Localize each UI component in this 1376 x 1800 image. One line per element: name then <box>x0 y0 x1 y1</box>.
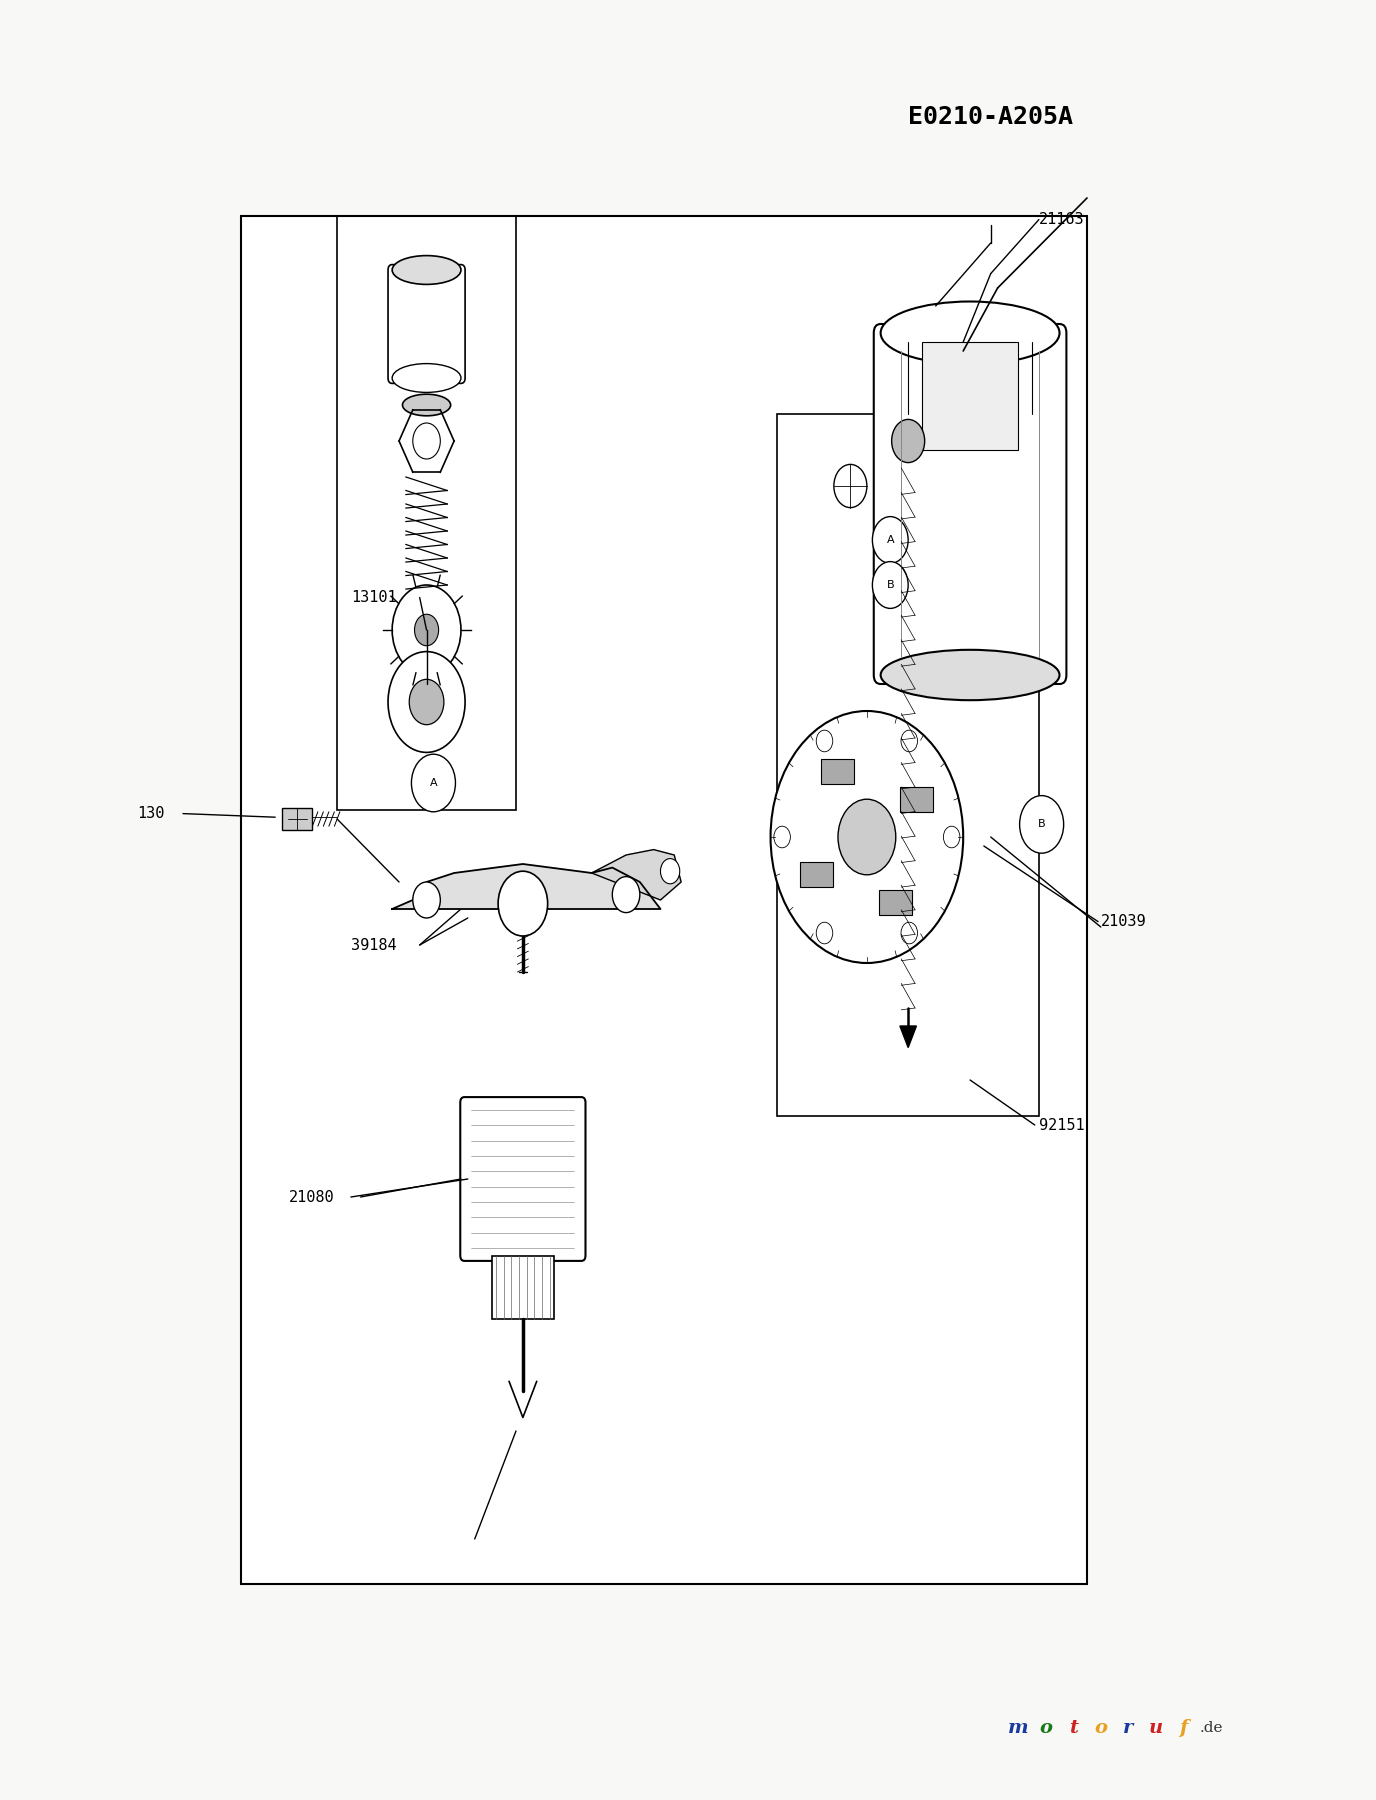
Polygon shape <box>592 850 681 900</box>
Text: 21163: 21163 <box>1039 212 1084 227</box>
FancyBboxPatch shape <box>874 324 1066 684</box>
Text: o: o <box>1094 1719 1108 1737</box>
Bar <box>801 862 834 887</box>
Ellipse shape <box>881 650 1060 700</box>
Text: A: A <box>429 778 438 788</box>
Ellipse shape <box>881 301 1060 364</box>
Text: 21039: 21039 <box>1101 914 1146 929</box>
Circle shape <box>498 871 548 936</box>
Text: 92151: 92151 <box>1039 1118 1084 1132</box>
Circle shape <box>944 826 960 848</box>
Ellipse shape <box>402 394 450 416</box>
Bar <box>241 216 1087 1584</box>
Text: 130: 130 <box>138 806 165 821</box>
Text: m: m <box>1009 1719 1028 1737</box>
Text: .de: .de <box>1198 1721 1223 1735</box>
Text: 13101: 13101 <box>351 590 396 605</box>
Ellipse shape <box>392 364 461 392</box>
Circle shape <box>816 731 832 752</box>
FancyBboxPatch shape <box>460 1096 586 1260</box>
Text: B: B <box>1038 819 1046 830</box>
Text: t: t <box>1069 1719 1077 1737</box>
Circle shape <box>413 882 440 918</box>
Bar <box>282 808 312 830</box>
Circle shape <box>414 614 439 646</box>
Circle shape <box>872 562 908 608</box>
Circle shape <box>816 922 832 943</box>
Text: 39184: 39184 <box>351 938 396 952</box>
Bar <box>337 216 516 810</box>
Circle shape <box>411 754 455 812</box>
Bar <box>821 760 854 785</box>
Circle shape <box>901 731 918 752</box>
Circle shape <box>901 922 918 943</box>
Text: E0210-A205A: E0210-A205A <box>908 104 1073 130</box>
Polygon shape <box>900 1026 916 1048</box>
Text: u: u <box>1149 1719 1163 1737</box>
Circle shape <box>413 423 440 459</box>
Text: o: o <box>1039 1719 1053 1737</box>
Circle shape <box>612 877 640 913</box>
Circle shape <box>838 799 896 875</box>
Text: A: A <box>886 535 894 545</box>
Circle shape <box>834 464 867 508</box>
Circle shape <box>872 517 908 563</box>
Circle shape <box>409 679 444 725</box>
Bar <box>493 1256 553 1318</box>
Ellipse shape <box>392 256 461 284</box>
Bar <box>900 787 933 812</box>
Circle shape <box>892 419 925 463</box>
Text: B: B <box>886 580 894 590</box>
Bar <box>777 414 1039 1116</box>
Text: 21080: 21080 <box>289 1190 334 1204</box>
Bar <box>879 889 912 914</box>
Text: r: r <box>1123 1719 1134 1737</box>
FancyBboxPatch shape <box>388 265 465 383</box>
Circle shape <box>771 711 963 963</box>
Circle shape <box>392 585 461 675</box>
Bar <box>922 342 1018 450</box>
Circle shape <box>773 826 790 848</box>
Text: f: f <box>1179 1719 1187 1737</box>
Circle shape <box>1020 796 1064 853</box>
Polygon shape <box>392 864 660 909</box>
Circle shape <box>660 859 680 884</box>
Circle shape <box>388 652 465 752</box>
